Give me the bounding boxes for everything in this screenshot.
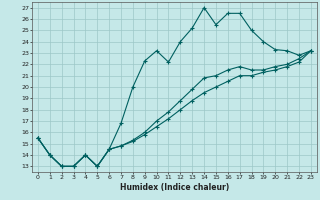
X-axis label: Humidex (Indice chaleur): Humidex (Indice chaleur) (120, 183, 229, 192)
